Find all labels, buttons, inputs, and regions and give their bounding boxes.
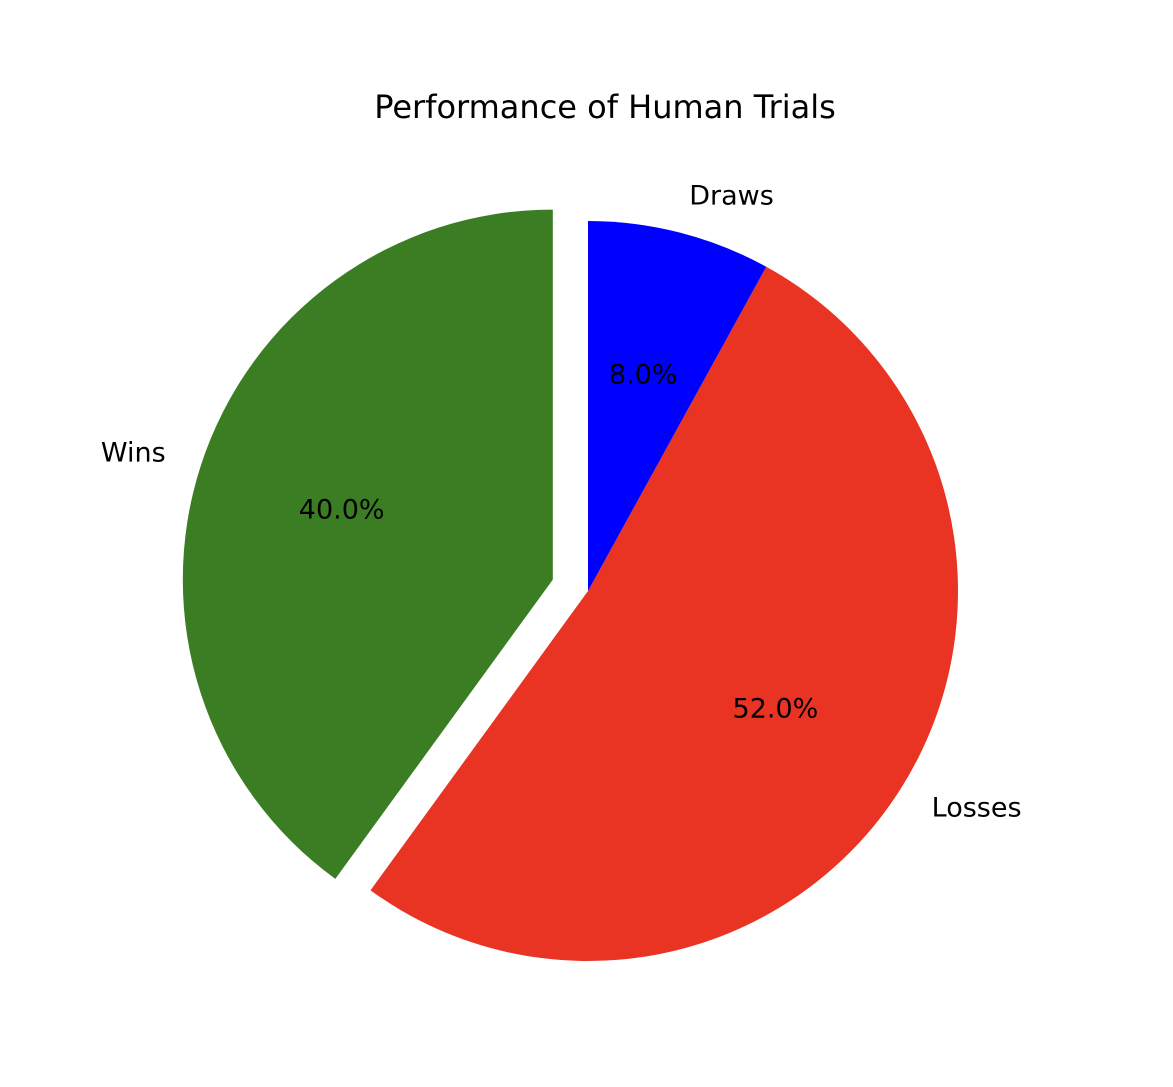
slice-label-wins: Wins xyxy=(101,437,166,468)
slice-label-draws: Draws xyxy=(689,180,774,211)
pie-labels: Wins 40.0% Losses 52.0% Draws 8.0% xyxy=(101,180,1022,823)
pie-slice-wins xyxy=(182,209,553,879)
percent-label-wins: 40.0% xyxy=(299,494,385,525)
pie-slice-losses xyxy=(370,266,958,962)
slice-label-losses: Losses xyxy=(932,793,1022,824)
pie-slice-draws xyxy=(588,221,767,591)
percent-label-draws: 8.0% xyxy=(609,359,678,390)
percent-label-losses: 52.0% xyxy=(733,693,819,724)
pie-slices xyxy=(182,209,958,962)
chart-title: Performance of Human Trials xyxy=(374,88,836,126)
